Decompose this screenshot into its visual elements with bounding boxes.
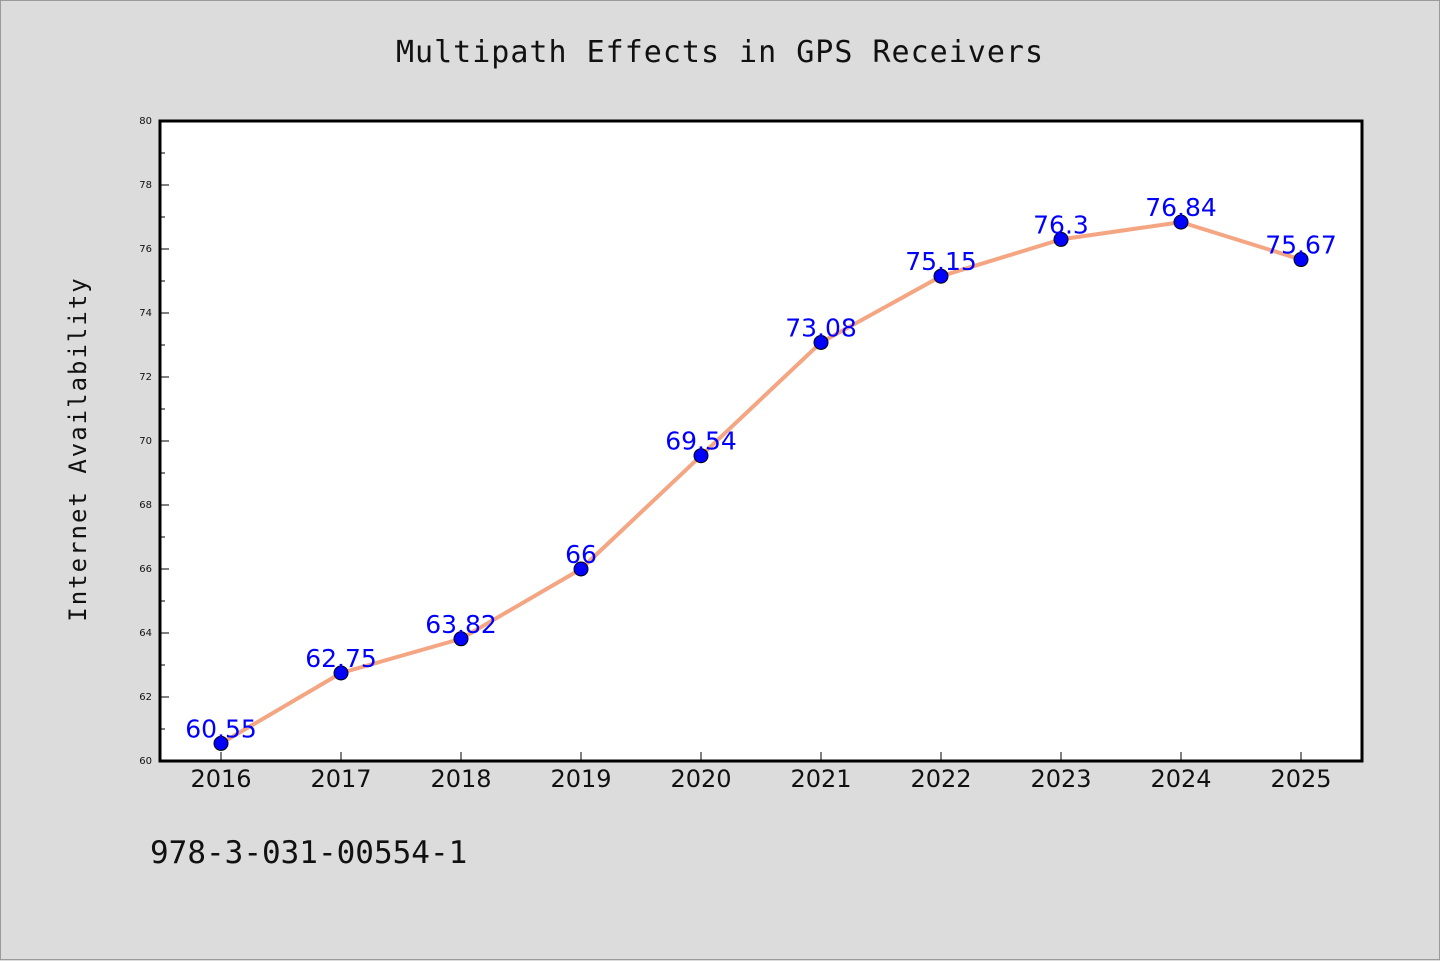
- data-point: [453, 631, 469, 647]
- data-point: [213, 735, 229, 751]
- data-point: [933, 268, 949, 284]
- y-tick-label: 80: [139, 116, 152, 127]
- data-label: 76.3: [1033, 210, 1089, 239]
- y-tick-label: 74: [139, 308, 152, 319]
- x-tick-label: 2022: [910, 765, 971, 793]
- data-point: [1173, 214, 1189, 230]
- x-tick-label: 2019: [550, 765, 611, 793]
- x-tick-label: 2016: [190, 765, 251, 793]
- data-label: 66: [565, 540, 597, 569]
- data-label: 62.75: [305, 644, 377, 673]
- x-axis: 2016 2017 2018 2019 2020 2021 2022 2023 2024 2025: [190, 752, 1332, 793]
- x-tick-label: 2018: [430, 765, 491, 793]
- x-tick-label: 2020: [670, 765, 731, 793]
- chart-title: Multipath Effects in GPS Receivers: [395, 35, 1045, 70]
- footer-identifier: 978-3-031-00554-1: [150, 835, 468, 871]
- y-tick-label: 62: [139, 692, 152, 703]
- data-label: 75.15: [905, 247, 977, 276]
- x-tick-label: 2021: [790, 765, 851, 793]
- x-tick-label: 2023: [1030, 765, 1091, 793]
- y-tick-label: 72: [139, 372, 152, 383]
- x-tick-label: 2025: [1270, 765, 1331, 793]
- y-tick-label: 70: [139, 436, 152, 447]
- data-label: 69.54: [665, 427, 737, 456]
- y-tick-label: 60: [139, 756, 152, 767]
- data-label: 60.55: [185, 714, 257, 743]
- x-tick-label: 2017: [310, 765, 371, 793]
- data-point: [1053, 231, 1069, 247]
- data-label: 75.67: [1265, 231, 1337, 260]
- y-tick-label: 76: [139, 244, 152, 255]
- series-layer: 60.55 62.75 63.82 66 69.54 73.08 75.15 76.3 76.8…: [185, 193, 1337, 751]
- data-point: [573, 561, 589, 577]
- data-label: 63.82: [425, 610, 497, 639]
- y-tick-label: 64: [139, 628, 152, 639]
- series-line: [219, 220, 1303, 746]
- y-tick-label: 66: [139, 564, 152, 575]
- data-label: 76.84: [1145, 193, 1217, 222]
- data-point: [333, 665, 349, 681]
- y-tick-label: 68: [139, 500, 152, 511]
- y-tick-label: 78: [139, 180, 152, 191]
- data-point: [813, 334, 829, 350]
- y-axis: 60 62 64 66 68 70 72 74 76 78 80: [139, 116, 169, 767]
- data-point: [1293, 252, 1309, 268]
- data-point: [693, 448, 709, 464]
- x-tick-label: 2024: [1150, 765, 1211, 793]
- plot-area: [158, 119, 1364, 763]
- data-label: 73.08: [785, 313, 857, 342]
